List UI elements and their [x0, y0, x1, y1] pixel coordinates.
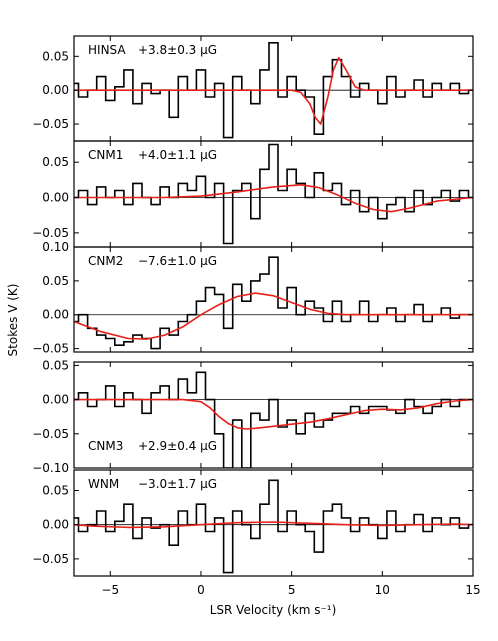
x-tick-label: 0 — [197, 583, 205, 597]
y-tick-label: 0.05 — [42, 358, 69, 372]
panel-label: WNM — [88, 477, 119, 491]
panel-wnm: 0.05 0.00 −0.05 WNM −3.0±1.7 μG — [32, 469, 474, 577]
series-data-wnm — [74, 479, 473, 574]
x-tick-label: 10 — [375, 583, 390, 597]
series-fit-cnm3 — [74, 398, 473, 430]
series-data-cnm1 — [74, 143, 473, 245]
y-tick-label: −0.05 — [32, 226, 69, 240]
panels: 0.05 0.00 −0.05 HINSA +3.8±0.3 μG 0.05 0.00 −0.… — [32, 35, 481, 597]
series-fit-cnm1 — [74, 184, 473, 213]
series-fit-cnm2 — [74, 292, 473, 340]
y-tick-label: 0.05 — [42, 155, 69, 169]
y-tick-label: 0.00 — [42, 83, 69, 97]
panel-frame — [73, 246, 474, 353]
y-tick-label: 0.05 — [42, 484, 69, 498]
panel-frame — [73, 469, 474, 577]
panel-field-value: +2.9±0.4 μG — [138, 439, 217, 453]
panel-frame — [73, 140, 474, 248]
y-tick-label: −0.05 — [32, 552, 69, 566]
panel-label: CNM1 — [88, 148, 123, 162]
y-tick-label: 0.00 — [42, 308, 69, 322]
y-tick-label: −0.10 — [32, 461, 69, 475]
y-tick-label: 0.00 — [42, 518, 69, 532]
panel-label: CNM2 — [88, 254, 123, 268]
panel-frame — [73, 35, 474, 142]
x-axis-title: LSR Velocity (km s⁻¹) — [210, 603, 337, 617]
x-tick-label: 15 — [465, 583, 480, 597]
panel-field-value: −7.6±1.0 μG — [138, 254, 217, 268]
panel-label: CNM3 — [88, 439, 123, 453]
series-data-cnm3 — [74, 371, 473, 468]
y-tick-label: 0.05 — [42, 274, 69, 288]
y-tick-label: 0.10 — [42, 240, 69, 254]
panel-cnm2: 0.10 0.05 0.00 −0.05 CNM2 −7.6±1.0 μG — [32, 240, 474, 356]
panel-label: HINSA — [88, 43, 126, 57]
panel-field-value: +3.8±0.3 μG — [138, 43, 217, 57]
y-tick-label: 0.00 — [42, 393, 69, 407]
y-tick-label: 0.00 — [42, 191, 69, 205]
y-axis-title: Stokes V (K) — [6, 284, 20, 357]
y-tick-label: 0.05 — [42, 49, 69, 63]
panel-cnm1: 0.05 0.00 −0.05 CNM1 +4.0±1.1 μG — [32, 140, 474, 248]
panel-cnm3: 0.05 0.00 −0.05 −0.10 CNM3 +2.9±0.4 μG — [32, 358, 474, 475]
x-tick-label: 5 — [288, 583, 296, 597]
panel-hinsa: 0.05 0.00 −0.05 HINSA +3.8±0.3 μG — [32, 35, 474, 142]
panel-field-value: +4.0±1.1 μG — [138, 148, 217, 162]
series-fit-hinsa — [74, 56, 473, 125]
y-tick-label: −0.05 — [32, 427, 69, 441]
series-data-cnm2 — [74, 256, 473, 350]
y-tick-label: −0.05 — [32, 342, 69, 356]
panel-frame — [73, 361, 474, 469]
panel-field-value: −3.0±1.7 μG — [138, 477, 217, 491]
y-tick-label: −0.05 — [32, 117, 69, 131]
x-tick-label: −5 — [101, 583, 119, 597]
series-fit-wnm — [74, 521, 473, 529]
